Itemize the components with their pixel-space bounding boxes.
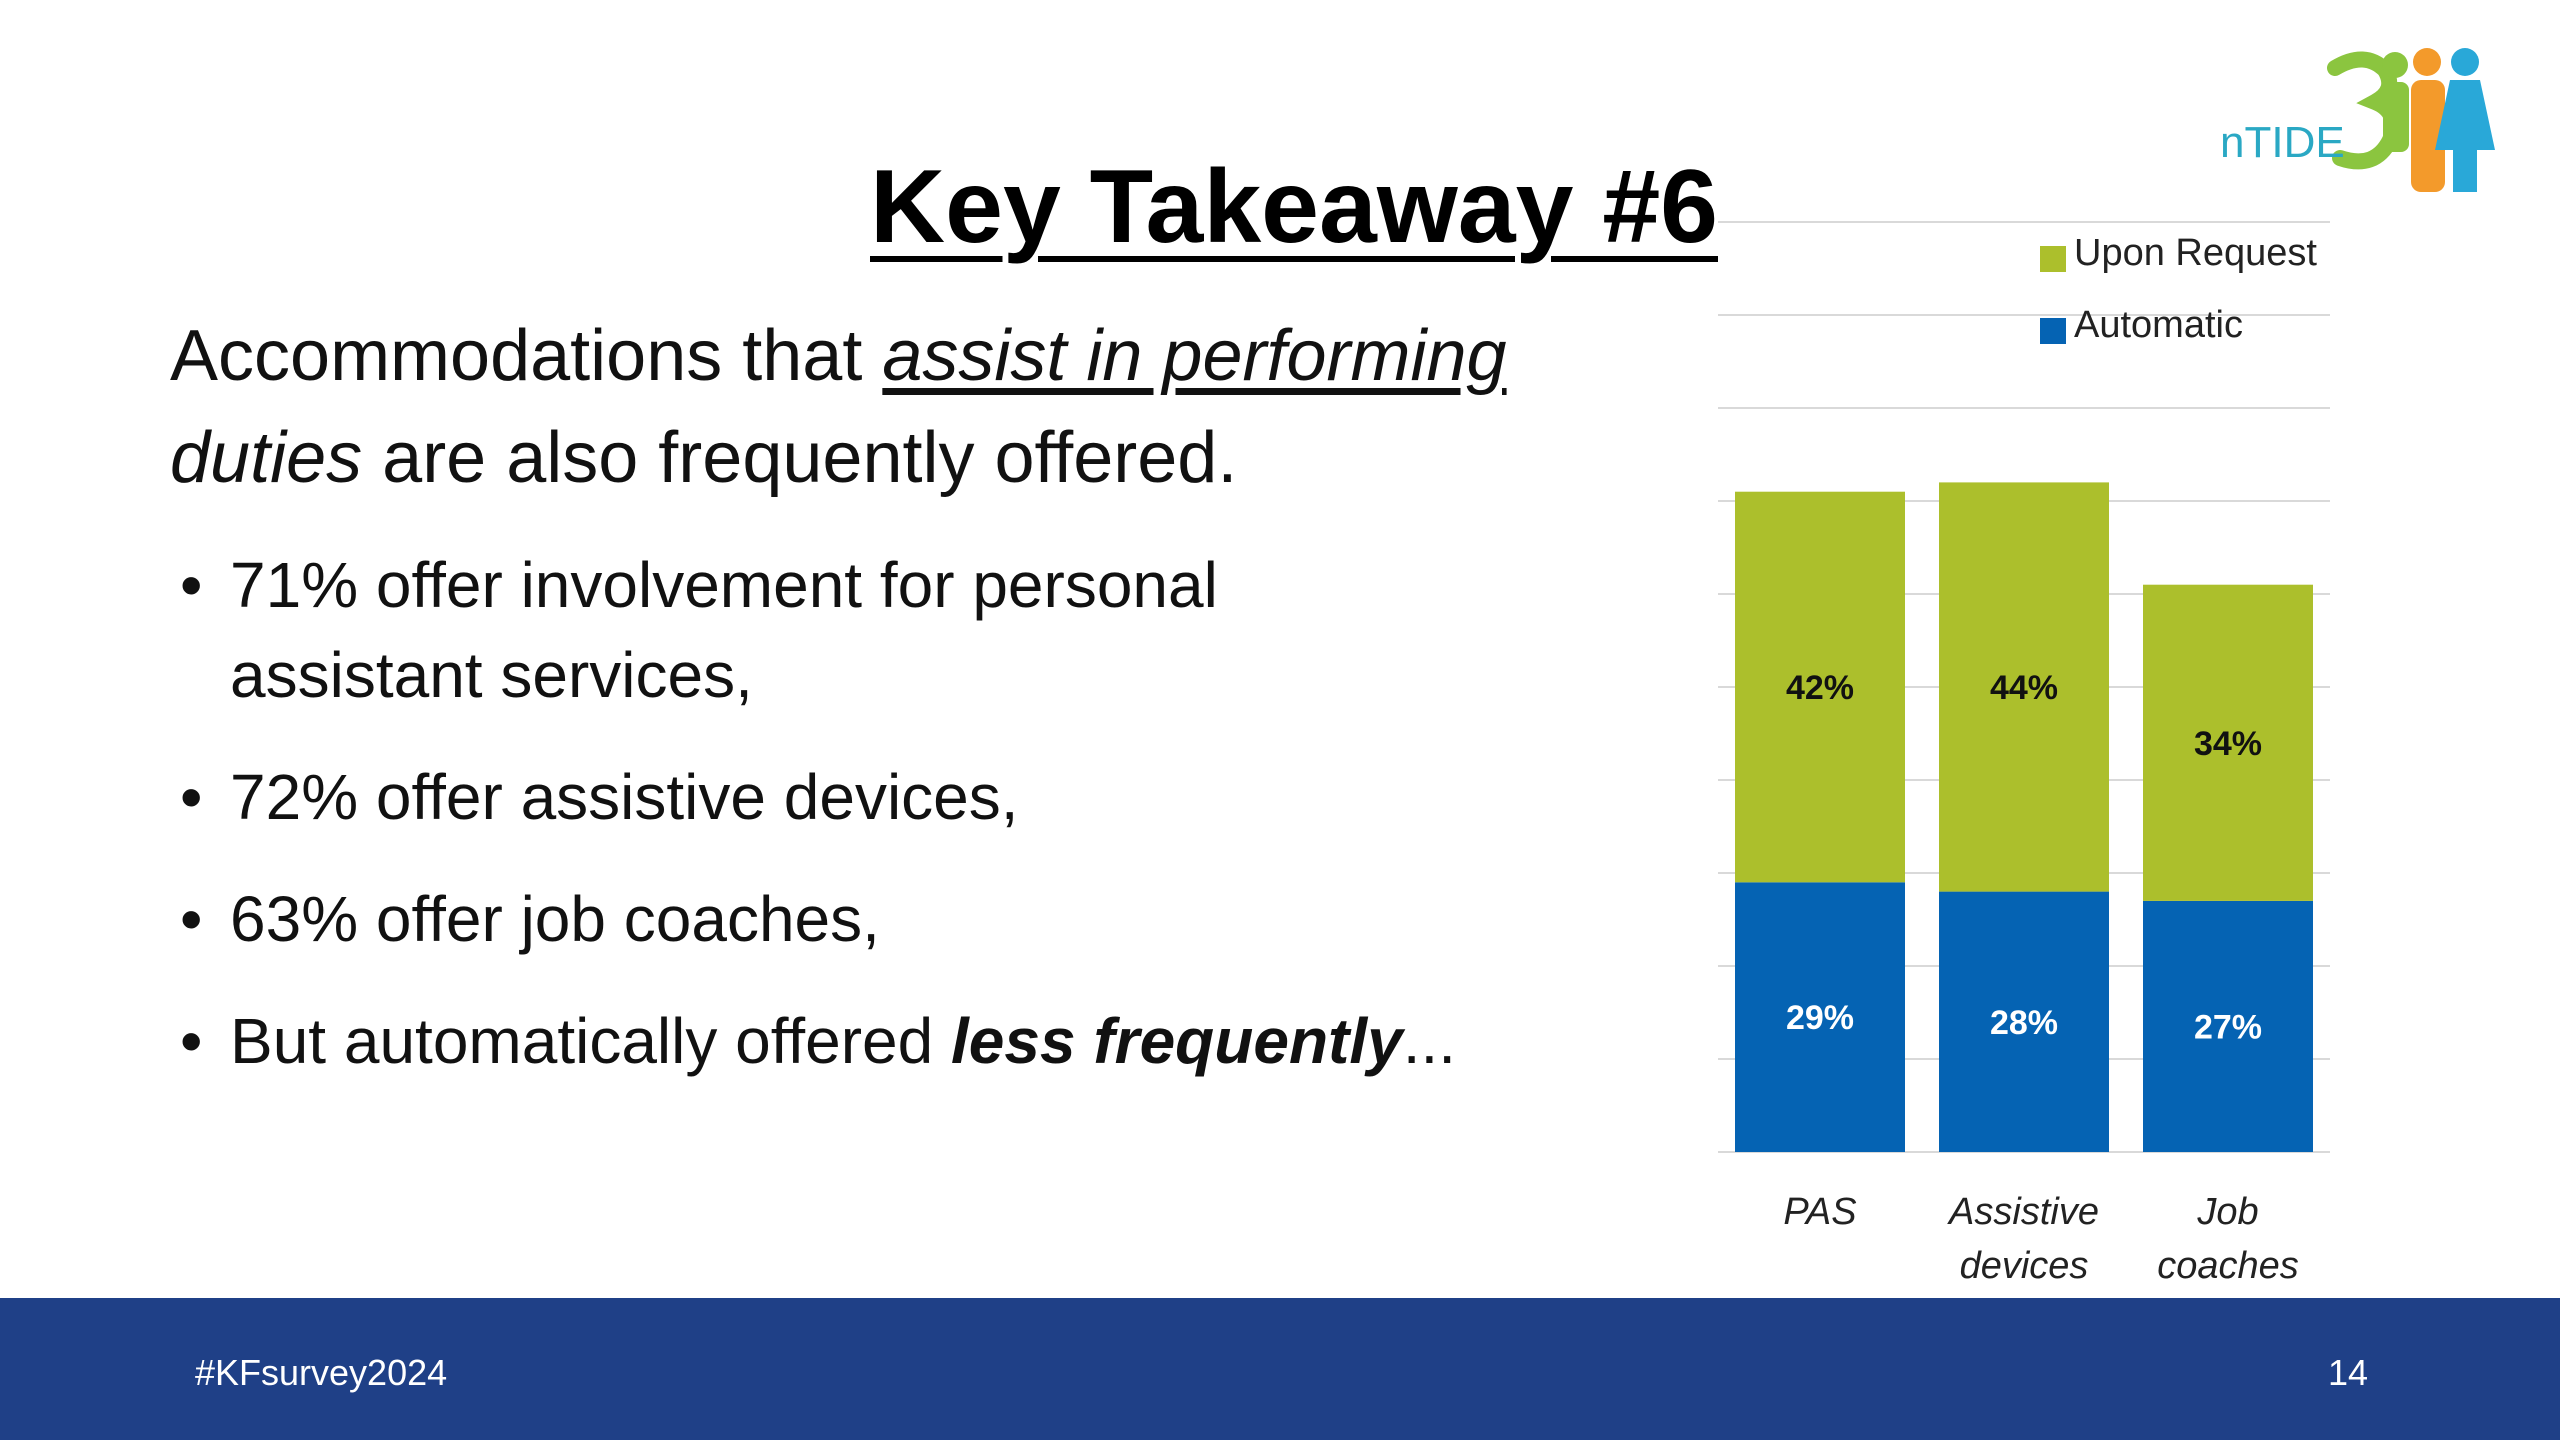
logo-text: nTIDE xyxy=(2220,118,2345,167)
intro-text: Accommodations that assist in performing… xyxy=(170,305,1710,509)
bullet-last-suffix: ... xyxy=(1402,1005,1457,1077)
bar-automatic xyxy=(1939,891,2109,1152)
bar-upon-request xyxy=(2143,584,2313,901)
legend-automatic: Automatic xyxy=(2074,304,2243,346)
bar-automatic xyxy=(1735,882,1905,1152)
category-label: devices xyxy=(1960,1245,2089,1287)
stacked-bar-chart: 29% 42% PAS 28% 44% Assistive devices 27% 34% Job… xyxy=(1700,200,2340,1300)
bar-upon-request xyxy=(1735,491,1905,883)
data-label: 28% xyxy=(1990,1004,2058,1042)
intro-part-1: Accommodations that xyxy=(170,316,883,396)
ntide-logo xyxy=(2327,48,2495,192)
page-number: 14 xyxy=(2328,1352,2369,1393)
bullet-list: 71% offer involvement for personal assis… xyxy=(170,540,1670,1118)
data-label: 42% xyxy=(1786,669,1854,707)
data-label: 29% xyxy=(1786,999,1854,1037)
legend-swatch-automatic xyxy=(2040,318,2066,344)
legend-swatch-upon-request xyxy=(2040,246,2066,272)
bullet-item: 63% offer job coaches, xyxy=(170,874,1670,964)
data-label: 27% xyxy=(2194,1008,2262,1046)
bullet-item: 71% offer involvement for personal assis… xyxy=(170,540,1430,720)
bullet-last-prefix: But automatically offered xyxy=(230,1005,951,1077)
data-label: 44% xyxy=(1990,669,2058,707)
bar-upon-request xyxy=(1939,482,2109,892)
category-label: Assistive xyxy=(1947,1191,2099,1233)
bullet-item-last: But automatically offered less frequentl… xyxy=(170,996,1670,1086)
intro-emphasis-underlined: assist in performing xyxy=(882,316,1507,396)
slide-title: Key Takeaway #6 xyxy=(870,149,1718,265)
footer-hashtag: #KFsurvey2024 xyxy=(195,1352,448,1393)
intro-emphasis: duties xyxy=(170,418,363,498)
bullet-item: 72% offer assistive devices, xyxy=(170,752,1670,842)
chart-svg: 29% 42% PAS 28% 44% Assistive devices 27% 34% Job… xyxy=(1718,221,2330,1287)
data-label: 34% xyxy=(2194,725,2262,763)
bullet-last-emphasis: less frequently xyxy=(951,1005,1403,1077)
legend-upon-request: Upon Request xyxy=(2074,232,2317,274)
bar-automatic xyxy=(2143,900,2313,1152)
category-label: PAS xyxy=(1783,1191,1856,1233)
footer-bar xyxy=(0,1298,2560,1440)
intro-part-2: are also frequently offered. xyxy=(362,418,1238,498)
category-label: Job xyxy=(2196,1191,2258,1233)
category-label: coaches xyxy=(2157,1245,2299,1287)
